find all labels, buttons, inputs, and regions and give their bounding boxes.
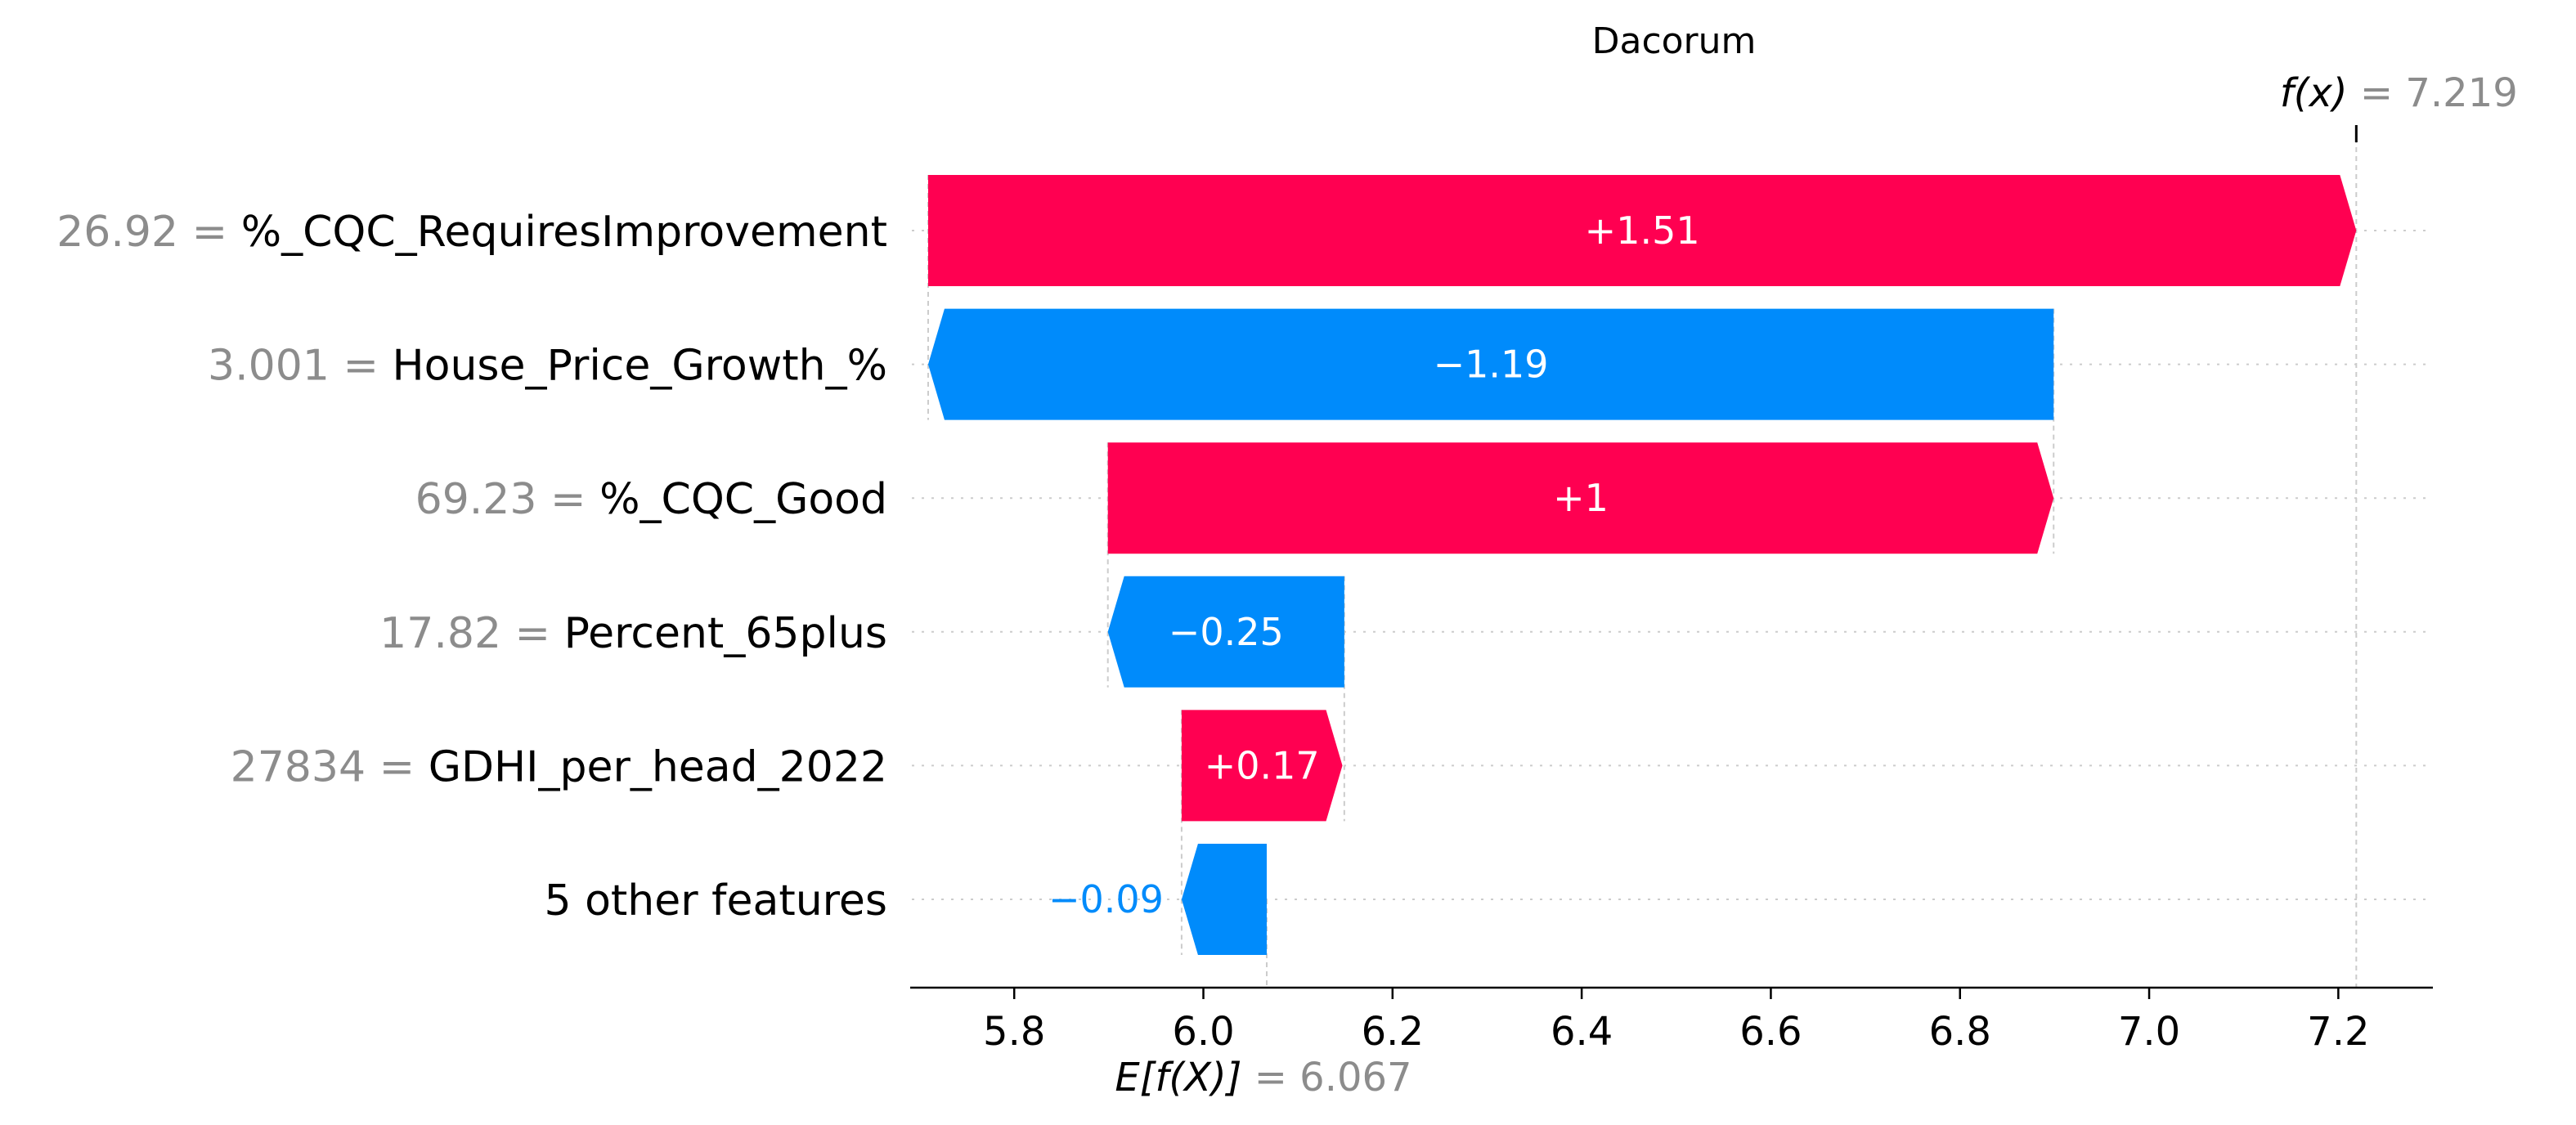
feature-label: 27834 = GDHI_per_head_2022: [231, 742, 887, 791]
feature-value: 26.92 =: [56, 208, 241, 257]
output-label-value: = 7.219: [2360, 70, 2518, 116]
negative-bar: [1181, 844, 1268, 955]
x-tick-label: 6.8: [1929, 1009, 1991, 1055]
label-layer: +1.51 26.92 = %_CQC_RequiresImprovement −1…: [56, 208, 1699, 926]
x-tick-label: 5.8: [983, 1009, 1045, 1055]
x-tick-label: 6.2: [1362, 1009, 1424, 1055]
feature-name: %_CQC_Good: [599, 475, 887, 524]
feature-value: 17.82 =: [379, 609, 564, 658]
feature-name: %_CQC_RequiresImprovement: [241, 208, 887, 257]
feature-value: 27834 =: [231, 742, 429, 791]
bar-value-label: −0.25: [1169, 610, 1284, 654]
x-tick-label: 6.4: [1551, 1009, 1613, 1055]
output-value-label: f(x) = 7.219: [2280, 70, 2518, 116]
bar-value-label: −0.09: [1048, 877, 1164, 921]
bar-layer: [927, 175, 2357, 955]
feature-label: 69.23 = %_CQC_Good: [415, 475, 887, 524]
base-value-label: E[f(X)] = 6.067: [1115, 1055, 1411, 1100]
feature-name: GDHI_per_head_2022: [429, 742, 887, 791]
annotation-layer: f(x) = 7.219 E[f(X)] = 6.067: [1115, 70, 2517, 1100]
negative-bar: [927, 308, 2054, 420]
output-label-prefix: f(x): [2280, 70, 2360, 116]
x-tick-label: 7.0: [2118, 1009, 2180, 1055]
bar-value-label: +1: [1553, 476, 1609, 520]
base-label-value: = 6.067: [1254, 1055, 1412, 1100]
base-label-prefix: E[f(X)]: [1115, 1055, 1254, 1100]
feature-label: 5 other features: [544, 876, 887, 926]
x-tick-label: 7.2: [2307, 1009, 2369, 1055]
bar-value-label: −1.19: [1434, 343, 1549, 387]
feature-value: 69.23 =: [415, 475, 600, 524]
x-tick-label: 6.0: [1172, 1009, 1234, 1055]
feature-label: 3.001 = House_Price_Growth_%: [208, 342, 887, 391]
negative-bar: [1107, 576, 1344, 688]
feature-name: Percent_65plus: [564, 609, 887, 658]
feature-label: 17.82 = Percent_65plus: [379, 609, 887, 658]
bar-value-label: +1.51: [1585, 208, 1700, 253]
feature-name: 5 other features: [544, 876, 887, 926]
positive-bar: [1181, 710, 1343, 822]
x-axis: 5.8 6.0 6.2 6.4 6.6 6.8 7.0 7.2: [910, 986, 2433, 1055]
x-tick-label: 6.6: [1739, 1009, 1802, 1055]
feature-name: House_Price_Growth_%: [393, 342, 887, 391]
bar-value-label: +0.17: [1205, 743, 1320, 787]
positive-bar: [1107, 442, 2054, 554]
positive-bar: [927, 175, 2357, 286]
feature-label: 26.92 = %_CQC_RequiresImprovement: [56, 208, 887, 257]
chart-title: Dacorum: [1592, 20, 1757, 62]
connector-layer: [927, 175, 2055, 955]
feature-value: 3.001 =: [208, 342, 393, 391]
